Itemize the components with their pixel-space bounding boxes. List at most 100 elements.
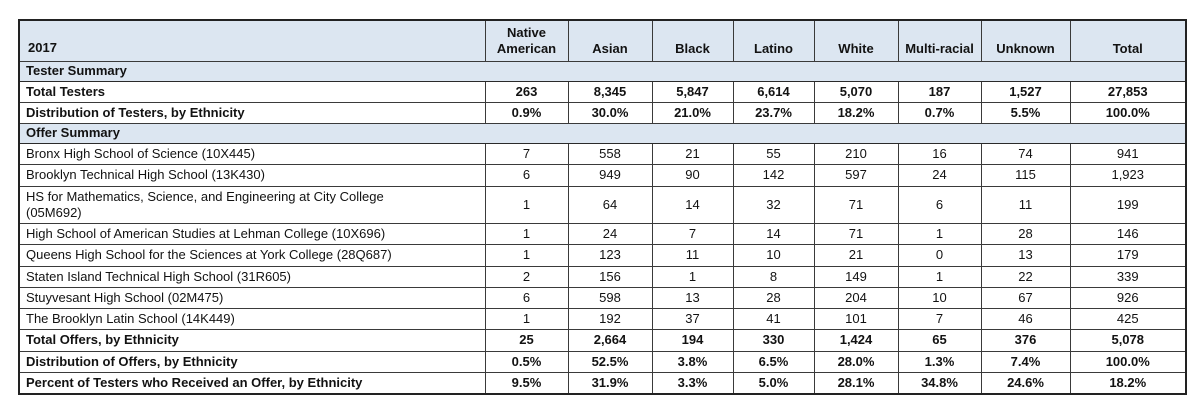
- value-cell: 27,853: [1069, 80, 1187, 103]
- value-cell: 204: [813, 286, 899, 310]
- value-cell: 28: [732, 286, 815, 310]
- value-cell: 100.0%: [1069, 350, 1187, 373]
- data-row: Staten Island Technical High School (31R…: [18, 265, 1187, 288]
- value-cell: 21.0%: [651, 101, 734, 125]
- data-row: Stuyvesant High School (02M475) 6 598 13 28 2…: [18, 286, 1187, 310]
- value-cell: 425: [1069, 307, 1187, 331]
- row-label-cell: Bronx High School of Science (10X445): [18, 142, 486, 166]
- value-cell: 8,345: [567, 80, 653, 103]
- row-label-cell: Total Offers, by Ethnicity: [18, 329, 486, 352]
- value-cell: 0: [897, 244, 982, 267]
- row-label-cell: High School of American Studies at Lehma…: [18, 222, 486, 246]
- section-label: Offer Summary: [18, 123, 1187, 144]
- value-cell: 31.9%: [567, 371, 653, 395]
- data-row: Brooklyn Technical High School (13K430) 6…: [18, 164, 1187, 187]
- column-header: Multi-racial: [897, 19, 982, 62]
- value-cell: 5.0%: [732, 371, 815, 395]
- value-cell: 1: [484, 307, 569, 331]
- value-cell: 7: [484, 142, 569, 166]
- value-cell: 10: [732, 244, 815, 267]
- value-cell: 1.3%: [897, 350, 982, 373]
- value-cell: 1: [484, 185, 569, 224]
- value-cell: 18.2%: [813, 101, 899, 125]
- value-cell: 13: [651, 286, 734, 310]
- value-cell: 0.9%: [484, 101, 569, 125]
- value-cell: 1: [897, 222, 982, 246]
- value-cell: 18.2%: [1069, 371, 1187, 395]
- value-cell: 179: [1069, 244, 1187, 267]
- value-cell: 100.0%: [1069, 101, 1187, 125]
- value-cell: 1,424: [813, 329, 899, 352]
- corner-year-label: 2017: [18, 19, 486, 62]
- value-cell: 6: [484, 286, 569, 310]
- data-row: High School of American Studies at Lehma…: [18, 222, 1187, 246]
- value-cell: 558: [567, 142, 653, 166]
- value-cell: 30.0%: [567, 101, 653, 125]
- value-cell: 14: [651, 185, 734, 224]
- row-label-cell: Total Testers: [18, 80, 486, 103]
- column-header: Latino: [732, 19, 815, 62]
- value-cell: 34.8%: [897, 371, 982, 395]
- ethnicity-table: 2017 Native American Asian Black Latino Whit…: [18, 19, 1187, 395]
- value-cell: 194: [651, 329, 734, 352]
- value-cell: 11: [651, 244, 734, 267]
- value-cell: 55: [732, 142, 815, 166]
- value-cell: 9.5%: [484, 371, 569, 395]
- value-cell: 0.5%: [484, 350, 569, 373]
- value-cell: 6: [897, 185, 982, 224]
- value-cell: 926: [1069, 286, 1187, 310]
- value-cell: 1,923: [1069, 164, 1187, 187]
- value-cell: 5,070: [813, 80, 899, 103]
- value-cell: 210: [813, 142, 899, 166]
- section-row: Tester Summary: [18, 60, 1187, 82]
- value-cell: 21: [651, 142, 734, 166]
- section-row: Offer Summary: [18, 123, 1187, 144]
- value-cell: 949: [567, 164, 653, 187]
- value-cell: 2,664: [567, 329, 653, 352]
- data-row: Percent of Testers who Received an Offer…: [18, 371, 1187, 395]
- value-cell: 64: [567, 185, 653, 224]
- data-row: Distribution of Testers, by Ethnicity 0.9…: [18, 101, 1187, 125]
- value-cell: 21: [813, 244, 899, 267]
- data-row: Total Offers, by Ethnicity 25 2,664 194 330 1…: [18, 329, 1187, 352]
- value-cell: 71: [813, 222, 899, 246]
- value-cell: 1,527: [980, 80, 1071, 103]
- value-cell: 597: [813, 164, 899, 187]
- value-cell: 24: [897, 164, 982, 187]
- data-row: Queens High School for the Sciences at Y…: [18, 244, 1187, 267]
- value-cell: 24.6%: [980, 371, 1071, 395]
- value-cell: 52.5%: [567, 350, 653, 373]
- column-header: Unknown: [980, 19, 1071, 62]
- value-cell: 14: [732, 222, 815, 246]
- data-row: HS for Mathematics, Science, and Enginee…: [18, 185, 1187, 224]
- column-header-row: 2017 Native American Asian Black Latino Whit…: [18, 19, 1187, 62]
- value-cell: 46: [980, 307, 1071, 331]
- value-cell: 32: [732, 185, 815, 224]
- value-cell: 8: [732, 265, 815, 288]
- value-cell: 67: [980, 286, 1071, 310]
- value-cell: 115: [980, 164, 1071, 187]
- value-cell: 199: [1069, 185, 1187, 224]
- row-label-cell: HS for Mathematics, Science, and Enginee…: [18, 185, 486, 224]
- value-cell: 10: [897, 286, 982, 310]
- value-cell: 187: [897, 80, 982, 103]
- value-cell: 330: [732, 329, 815, 352]
- value-cell: 376: [980, 329, 1071, 352]
- data-row: Bronx High School of Science (10X445) 7 55…: [18, 142, 1187, 166]
- value-cell: 23.7%: [732, 101, 815, 125]
- section-label: Tester Summary: [18, 60, 1187, 82]
- value-cell: 41: [732, 307, 815, 331]
- value-cell: 941: [1069, 142, 1187, 166]
- value-cell: 123: [567, 244, 653, 267]
- value-cell: 74: [980, 142, 1071, 166]
- value-cell: 0.7%: [897, 101, 982, 125]
- value-cell: 7: [897, 307, 982, 331]
- value-cell: 101: [813, 307, 899, 331]
- value-cell: 146: [1069, 222, 1187, 246]
- row-label-cell: Brooklyn Technical High School (13K430): [18, 164, 486, 187]
- value-cell: 25: [484, 329, 569, 352]
- value-cell: 7.4%: [980, 350, 1071, 373]
- ethnicity-table-container: 2017 Native American Asian Black Latino Whit…: [18, 19, 1187, 395]
- value-cell: 65: [897, 329, 982, 352]
- column-header: Native American: [484, 19, 569, 62]
